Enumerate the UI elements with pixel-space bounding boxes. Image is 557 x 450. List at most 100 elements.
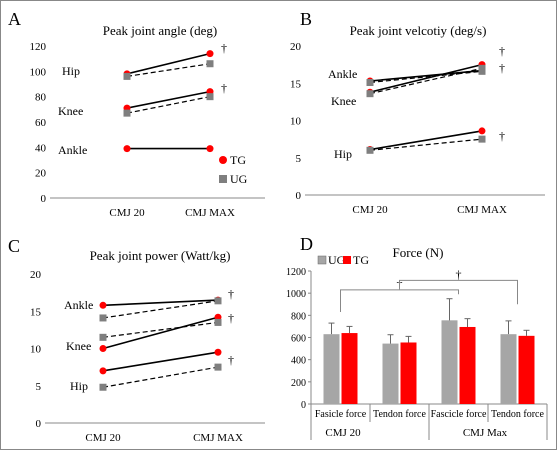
panel-b-ytick: 10 [290, 116, 302, 128]
panel-d-bar-ug [382, 343, 399, 404]
panel-c-tg-point [99, 301, 107, 309]
panel-c-tg-point [99, 367, 107, 375]
panel-b-label-hip: Hip [334, 147, 352, 161]
panel-c-ug-point [99, 314, 107, 322]
panel-c-xtick: CMJ 20 [85, 432, 121, 444]
panel-c-series-line [102, 316, 219, 350]
panel-c-series-line [102, 321, 219, 338]
panel-b-dagger: † [499, 44, 505, 58]
legend-ug-label: UG [230, 172, 248, 186]
panel-c-series-line [102, 366, 219, 388]
panel-d-xtick: Fascicle force [431, 409, 487, 420]
panel-a-label-knee: Knee [58, 104, 83, 118]
panel-c-ytick: 10 [30, 344, 42, 356]
panel-a-ytick: 20 [35, 168, 47, 180]
panel-c-ytick: 0 [36, 418, 42, 430]
panel-a-series-line [126, 96, 211, 114]
panel-a-ytick: 60 [35, 117, 47, 129]
panel-a-series-line [126, 63, 211, 77]
panel-a-dagger: † [221, 81, 227, 95]
panel-d-ytick: 1200 [286, 267, 306, 278]
panel-a-ug-point [123, 72, 131, 80]
legend-tg-label: TG [230, 153, 246, 167]
panel-d-bar-tg [341, 333, 358, 404]
panel-d-bar-tg [400, 342, 417, 404]
panel-b-series-line [369, 63, 483, 93]
panel-a-ug-point [206, 93, 214, 101]
panel-c-ug-point [99, 333, 107, 341]
panel-c-series-line [102, 299, 219, 307]
panel-c-label-knee: Knee [66, 339, 91, 353]
legend-ug-marker [219, 175, 227, 183]
panel-d-bar-ug [500, 334, 517, 404]
panel-d-group-cmjmax: CMJ Max [463, 427, 508, 439]
panel-a-tg-point [206, 50, 214, 58]
panel-b-dagger: † [499, 61, 505, 75]
panel-b-series-line [369, 130, 483, 151]
panel-a-series-line [126, 90, 211, 109]
panel-d-sig-bracket [399, 279, 518, 305]
panel-b-ytick: 15 [290, 78, 302, 90]
panel-c-ytick: 20 [30, 269, 42, 281]
panel-d-ytick: 0 [301, 400, 306, 411]
panel-a-xtick: CMJ MAX [185, 207, 235, 219]
panel-d-xtick: Tendon force [491, 409, 544, 420]
panel-a-ytick: 120 [30, 41, 47, 53]
panel-c-dagger: † [228, 287, 234, 301]
panel-b-ug-point [478, 64, 486, 72]
panel-b-letter: B [300, 9, 312, 29]
panel-c-dagger: † [228, 311, 234, 325]
panel-d-sig-bracket [340, 289, 459, 313]
panel-d-group-cmj20: CMJ 20 [325, 427, 361, 439]
panel-c-tg-point [214, 348, 222, 356]
legend-d-ug-label: UG [328, 253, 346, 267]
panel-b-xtick: CMJ 20 [352, 204, 388, 216]
panel-d-ytick: 1000 [286, 289, 306, 300]
panel-d-dagger: † [456, 267, 462, 281]
panel-d-bar-ug [441, 320, 458, 404]
panel-c-ug-point [214, 297, 222, 305]
panel-a-ug-point [123, 109, 131, 117]
panel-d-ytick: 400 [291, 356, 306, 367]
panel-a-ytick: 0 [41, 193, 47, 205]
panel-a-label-hip: Hip [62, 64, 80, 78]
panel-c-ug-point [214, 363, 222, 371]
panel-b-title: Peak joint velcotiy (deg/s) [350, 23, 487, 38]
panel-d-ytick: 800 [291, 311, 306, 322]
panel-a-tg-point [123, 145, 131, 153]
panel-c-label-hip: Hip [70, 379, 88, 393]
panel-b-series-line [369, 138, 483, 151]
panel-c-xtick: CMJ MAX [193, 432, 243, 444]
panel-d-ytick: 200 [291, 378, 306, 389]
panel-b-ug-point [366, 146, 374, 154]
panel-c-ug-point [214, 318, 222, 326]
panel-b-ytick: 5 [296, 153, 302, 165]
panel-d-ytick: 600 [291, 334, 306, 345]
panel-c-series-line [102, 351, 219, 372]
panel-a-letter: A [8, 9, 21, 29]
panel-a-tg-point [206, 145, 214, 153]
legend-tg-marker [219, 156, 227, 164]
panel-b-ug-point [478, 135, 486, 143]
panel-a-series-line [126, 52, 211, 75]
panel-b-series-line [369, 67, 483, 95]
panel-d-bar-tg [518, 335, 535, 404]
panel-c-tg-point [99, 345, 107, 352]
panel-c-label-ankle: Ankle [64, 298, 93, 312]
panel-c-ytick: 15 [30, 306, 42, 318]
panel-c-title: Peak joint power (Watt/kg) [90, 248, 231, 263]
panel-b-ytick: 20 [290, 41, 302, 53]
panel-b-ytick: 0 [296, 190, 302, 202]
panel-a-ytick: 40 [35, 142, 47, 154]
legend-d-ug-marker [317, 255, 327, 265]
legend-d-tg-label: TG [353, 253, 369, 267]
panel-c-series-line [102, 300, 219, 319]
panel-c-letter: C [8, 236, 20, 256]
panel-b-label-ankle: Ankle [328, 67, 357, 81]
panel-a-ytick: 100 [30, 66, 47, 78]
panel-d-xtick: Tendon force [373, 409, 426, 420]
panel-b-series-line [369, 69, 483, 82]
panel-b-series-line [369, 70, 483, 84]
